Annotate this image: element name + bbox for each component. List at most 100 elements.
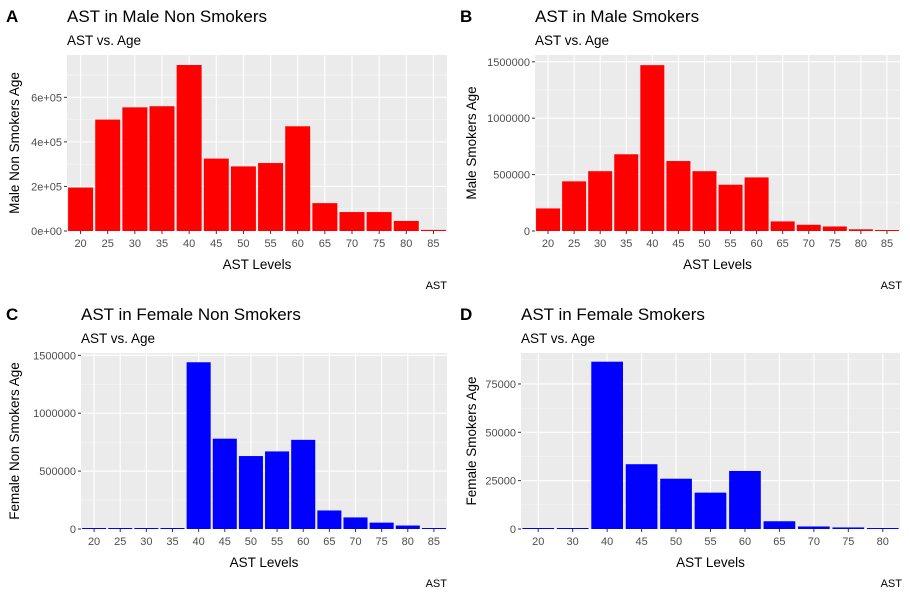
x-tick-label: 35 [166, 536, 178, 548]
x-tick-label: 75 [376, 536, 388, 548]
x-tick-label: 35 [620, 238, 632, 250]
y-tick-label: 1000000 [33, 408, 76, 420]
chart-title: AST in Female Smokers [521, 305, 705, 324]
chart-caption: AST [881, 280, 903, 292]
bar-50 [660, 478, 692, 529]
x-axis-title: AST Levels [223, 257, 292, 272]
x-tick-label: 50 [670, 536, 682, 548]
y-tick-label: 6e+05 [31, 92, 62, 104]
x-tick-label: 30 [140, 536, 152, 548]
bar-85 [421, 528, 446, 529]
bar-50 [692, 171, 717, 231]
chart-title: AST in Female Non Smokers [81, 305, 301, 324]
x-tick-label: 65 [323, 536, 335, 548]
y-tick-label: 500000 [39, 466, 76, 478]
bar-80 [393, 220, 419, 231]
bar-35 [160, 528, 185, 529]
bar-25 [95, 119, 121, 231]
chart-caption: AST [426, 578, 448, 590]
x-tick-label: 40 [601, 536, 613, 548]
chart-caption: AST [426, 280, 448, 292]
x-axis-title: AST Levels [230, 555, 299, 570]
plot-background [81, 353, 447, 529]
bar-60 [291, 439, 316, 529]
x-tick-label: 30 [594, 238, 606, 250]
x-tick-label: 55 [271, 536, 283, 548]
bar-40 [186, 362, 211, 529]
y-tick-label: 2e+05 [31, 181, 62, 193]
bar-40 [176, 65, 202, 231]
y-tick-label: 1500000 [487, 57, 530, 69]
x-tick-label: 75 [842, 536, 854, 548]
y-axis-title: Male Smokers Age [464, 86, 479, 199]
x-tick-label: 65 [773, 536, 785, 548]
x-tick-label: 25 [102, 238, 114, 250]
x-tick-label: 60 [750, 238, 762, 250]
chart-caption: AST [881, 578, 903, 590]
bar-20 [522, 528, 555, 529]
x-tick-label: 40 [646, 238, 658, 250]
bar-25 [108, 528, 133, 529]
bar-60 [744, 177, 769, 231]
bar-70 [343, 517, 368, 529]
bar-80 [395, 525, 420, 529]
x-tick-label: 25 [114, 536, 126, 548]
bar-45 [203, 158, 229, 231]
x-tick-label: 50 [237, 238, 249, 250]
bar-20 [82, 528, 107, 529]
x-tick-label: 80 [877, 536, 889, 548]
x-axis-title: AST Levels [683, 257, 752, 272]
bar-85 [874, 230, 899, 231]
bar-55 [258, 163, 284, 231]
panel-tag: B [460, 7, 472, 26]
y-tick-label: 1000000 [487, 113, 530, 125]
y-axis-title: Female Smokers Age [464, 376, 479, 505]
x-tick-label: 70 [349, 536, 361, 548]
bar-50 [230, 166, 256, 231]
panel-a: A AST in Male Non Smokers AST vs. Age 0e+00… [6, 7, 447, 292]
bar-60 [285, 126, 311, 231]
x-tick-label: 50 [698, 238, 710, 250]
x-tick-label: 60 [739, 536, 751, 548]
bar-75 [366, 212, 392, 231]
panel-c: C AST in Female Non Smokers AST vs. Age 0 50… [6, 305, 447, 590]
x-tick-label: 70 [808, 536, 820, 548]
x-tick-label: 55 [264, 238, 276, 250]
x-tick-label: 80 [402, 536, 414, 548]
bar-70 [796, 224, 821, 231]
y-axis-title: Male Non Smokers Age [7, 72, 22, 214]
x-tick-label: 20 [542, 238, 554, 250]
y-axis-title: Female Non Smokers Age [7, 362, 22, 520]
x-tick-label: 65 [777, 238, 789, 250]
x-tick-label: 20 [88, 536, 100, 548]
x-tick-label: 80 [855, 238, 867, 250]
panel-tag: A [6, 7, 18, 26]
x-tick-label: 30 [567, 536, 579, 548]
bar-30 [134, 528, 159, 529]
bar-40 [640, 65, 665, 232]
chart-title: AST in Male Non Smokers [67, 7, 267, 26]
bar-45 [666, 161, 691, 231]
bar-75 [822, 226, 847, 231]
x-tick-label: 85 [427, 238, 439, 250]
y-tick-label: 500000 [493, 170, 530, 182]
bar-30 [122, 107, 148, 231]
bar-60 [729, 470, 761, 529]
chart-title: AST in Male Smokers [535, 7, 699, 26]
y-tick-label: 75000 [485, 379, 516, 391]
y-tick-label: 50000 [485, 427, 516, 439]
x-tick-label: 40 [183, 238, 195, 250]
x-tick-label: 30 [129, 238, 141, 250]
x-tick-label: 60 [297, 536, 309, 548]
x-tick-label: 45 [219, 536, 231, 548]
chart-subtitle: AST vs. Age [535, 33, 609, 48]
x-tick-label: 65 [319, 238, 331, 250]
bar-80 [848, 229, 873, 231]
x-tick-label: 80 [400, 238, 412, 250]
x-axis-title: AST Levels [676, 555, 745, 570]
x-tick-label: 70 [803, 238, 815, 250]
y-tick-label: 0 [510, 524, 516, 536]
x-tick-label: 40 [193, 536, 205, 548]
x-tick-label: 75 [373, 238, 385, 250]
